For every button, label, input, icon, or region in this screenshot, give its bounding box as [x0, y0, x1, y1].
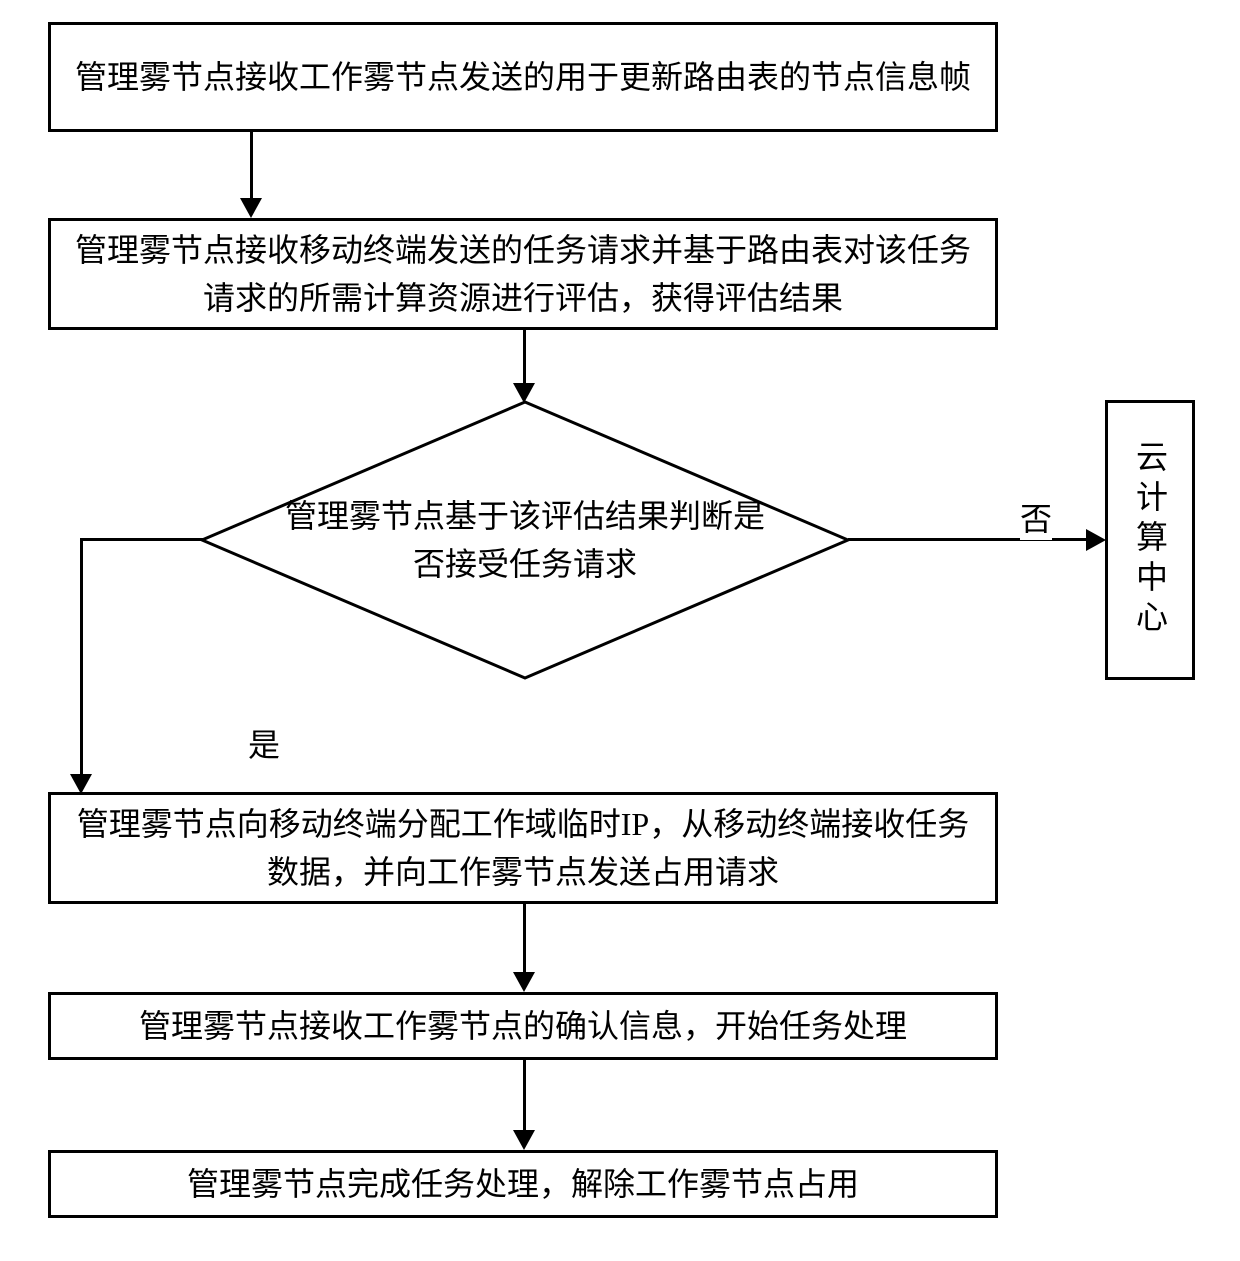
step4-text: 管理雾节点向移动终端分配工作域临时IP，从移动终端接收任务数据，并向工作雾节点发… [71, 800, 975, 896]
arrow-4-5-line [523, 904, 526, 974]
step2-box: 管理雾节点接收移动终端发送的任务请求并基于路由表对该任务请求的所需计算资源进行评… [48, 218, 998, 330]
step5-box: 管理雾节点接收工作雾节点的确认信息，开始任务处理 [48, 992, 998, 1060]
decision-text-wrap: 管理雾节点基于该评估结果判断是否接受任务请求 [200, 400, 850, 680]
step1-text: 管理雾节点接收工作雾节点发送的用于更新路由表的节点信息帧 [75, 53, 971, 101]
yes-label: 是 [248, 720, 280, 766]
arrow-no-head [1086, 529, 1106, 551]
step4-box: 管理雾节点向移动终端分配工作域临时IP，从移动终端接收任务数据，并向工作雾节点发… [48, 792, 998, 904]
arrow-yes-hline [80, 538, 203, 541]
cloud-box: 云计算中心 [1105, 400, 1195, 680]
step5-text: 管理雾节点接收工作雾节点的确认信息，开始任务处理 [139, 1002, 907, 1050]
arrow-yes-vline [80, 538, 83, 776]
arrow-1-2-line [250, 132, 253, 200]
step2-text: 管理雾节点接收移动终端发送的任务请求并基于路由表对该任务请求的所需计算资源进行评… [71, 226, 975, 322]
arrow-5-6-line [523, 1060, 526, 1132]
yes-label-text: 是 [248, 727, 280, 763]
decision-wrap: 管理雾节点基于该评估结果判断是否接受任务请求 [200, 400, 850, 680]
cloud-text: 云计算中心 [1127, 440, 1173, 640]
step6-box: 管理雾节点完成任务处理，解除工作雾节点占用 [48, 1150, 998, 1218]
step1-box: 管理雾节点接收工作雾节点发送的用于更新路由表的节点信息帧 [48, 22, 998, 132]
arrow-1-2-head [240, 198, 262, 218]
decision-text: 管理雾节点基于该评估结果判断是否接受任务请求 [275, 492, 775, 588]
no-label-text: 否 [1020, 501, 1052, 537]
arrow-yes-head [70, 774, 92, 794]
arrow-2-3-line [523, 330, 526, 385]
no-label: 否 [1020, 494, 1052, 540]
arrow-4-5-head [513, 972, 535, 992]
step6-text: 管理雾节点完成任务处理，解除工作雾节点占用 [187, 1160, 859, 1208]
arrow-5-6-head [513, 1130, 535, 1150]
